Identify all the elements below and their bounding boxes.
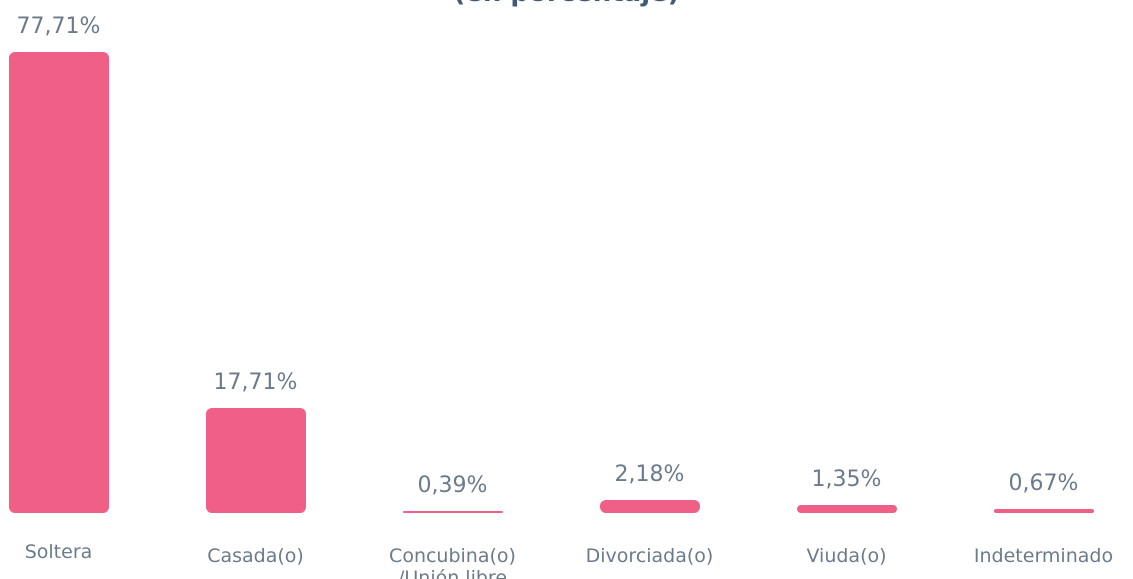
value-label: 0,67% <box>1008 471 1079 497</box>
x-tick-label: Divorciada(o) <box>585 545 714 567</box>
value-label: 17,71% <box>213 369 298 395</box>
x-tick-label: Casada(o) <box>207 545 304 567</box>
value-label: 77,71% <box>16 14 101 39</box>
x-tick-label: Indeterminado <box>973 545 1114 567</box>
bar <box>599 500 700 513</box>
x-tick-label: Soltera <box>24 541 93 563</box>
bar <box>205 407 306 513</box>
bar <box>993 509 1094 513</box>
bar <box>8 52 109 513</box>
bar <box>402 510 503 513</box>
value-label: 0,39% <box>417 472 488 498</box>
x-tick-label: Concubina(o) /Unión libre <box>389 545 516 579</box>
value-label: 1,35% <box>811 466 882 492</box>
chart-title: (en porcentaje) <box>0 0 1133 8</box>
value-label: 2,18% <box>614 462 685 488</box>
bar <box>796 504 897 513</box>
x-tick-label: Viuda(o) <box>806 545 887 567</box>
